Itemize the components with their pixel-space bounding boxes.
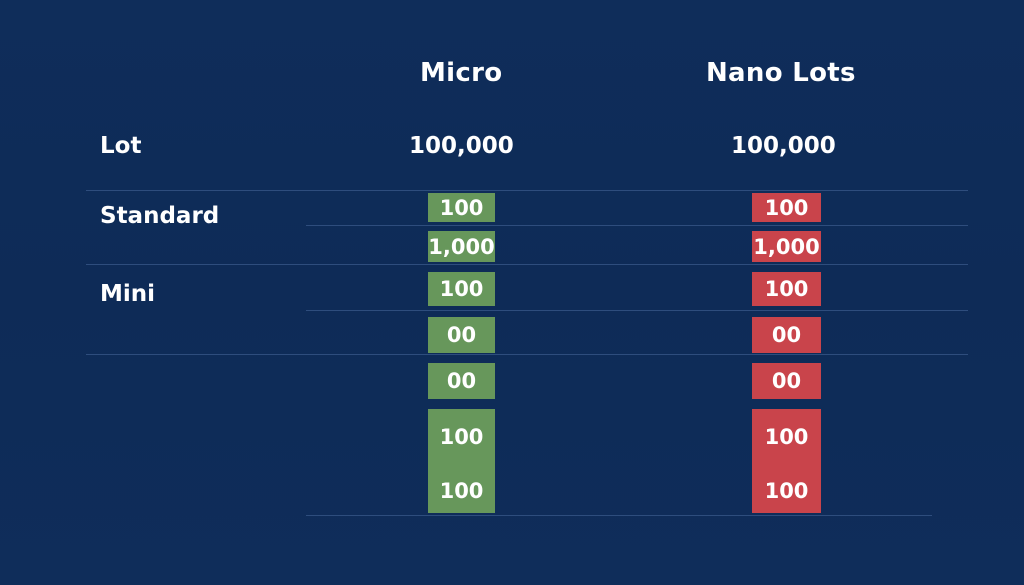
micro-cell: 00 <box>428 317 495 353</box>
lot-value-nano: 100,000 <box>731 133 836 159</box>
row-label-mini: Mini <box>100 281 156 307</box>
divider-line <box>306 310 968 311</box>
divider-line <box>86 354 968 355</box>
nano-cell: 100 <box>752 272 821 306</box>
micro-cell: 100 <box>428 193 495 222</box>
nano-cell: 00 <box>752 317 821 353</box>
row-label-lot: Lot <box>100 133 142 159</box>
micro-cell-tall: 100 100 <box>428 409 495 513</box>
divider-line <box>306 515 932 516</box>
micro-cell: 00 <box>428 363 495 399</box>
lot-value-micro: 100,000 <box>409 133 514 159</box>
nano-cell-tall: 100 100 <box>752 409 821 513</box>
divider-line <box>306 225 968 226</box>
divider-line <box>86 190 968 191</box>
micro-tall-value-bottom: 100 <box>439 479 484 503</box>
nano-cell: 00 <box>752 363 821 399</box>
nano-tall-value-bottom: 100 <box>764 479 809 503</box>
micro-cell: 100 <box>428 272 495 306</box>
micro-cell: 1,000 <box>428 231 495 262</box>
column-header-micro: Micro <box>420 58 503 88</box>
nano-tall-value-top: 100 <box>764 425 809 449</box>
row-label-standard: Standard <box>100 203 220 229</box>
micro-tall-value-top: 100 <box>439 425 484 449</box>
column-header-nano-lots: Nano Lots <box>706 58 856 88</box>
nano-cell: 100 <box>752 193 821 222</box>
nano-cell: 1,000 <box>752 231 821 262</box>
divider-line <box>86 264 968 265</box>
